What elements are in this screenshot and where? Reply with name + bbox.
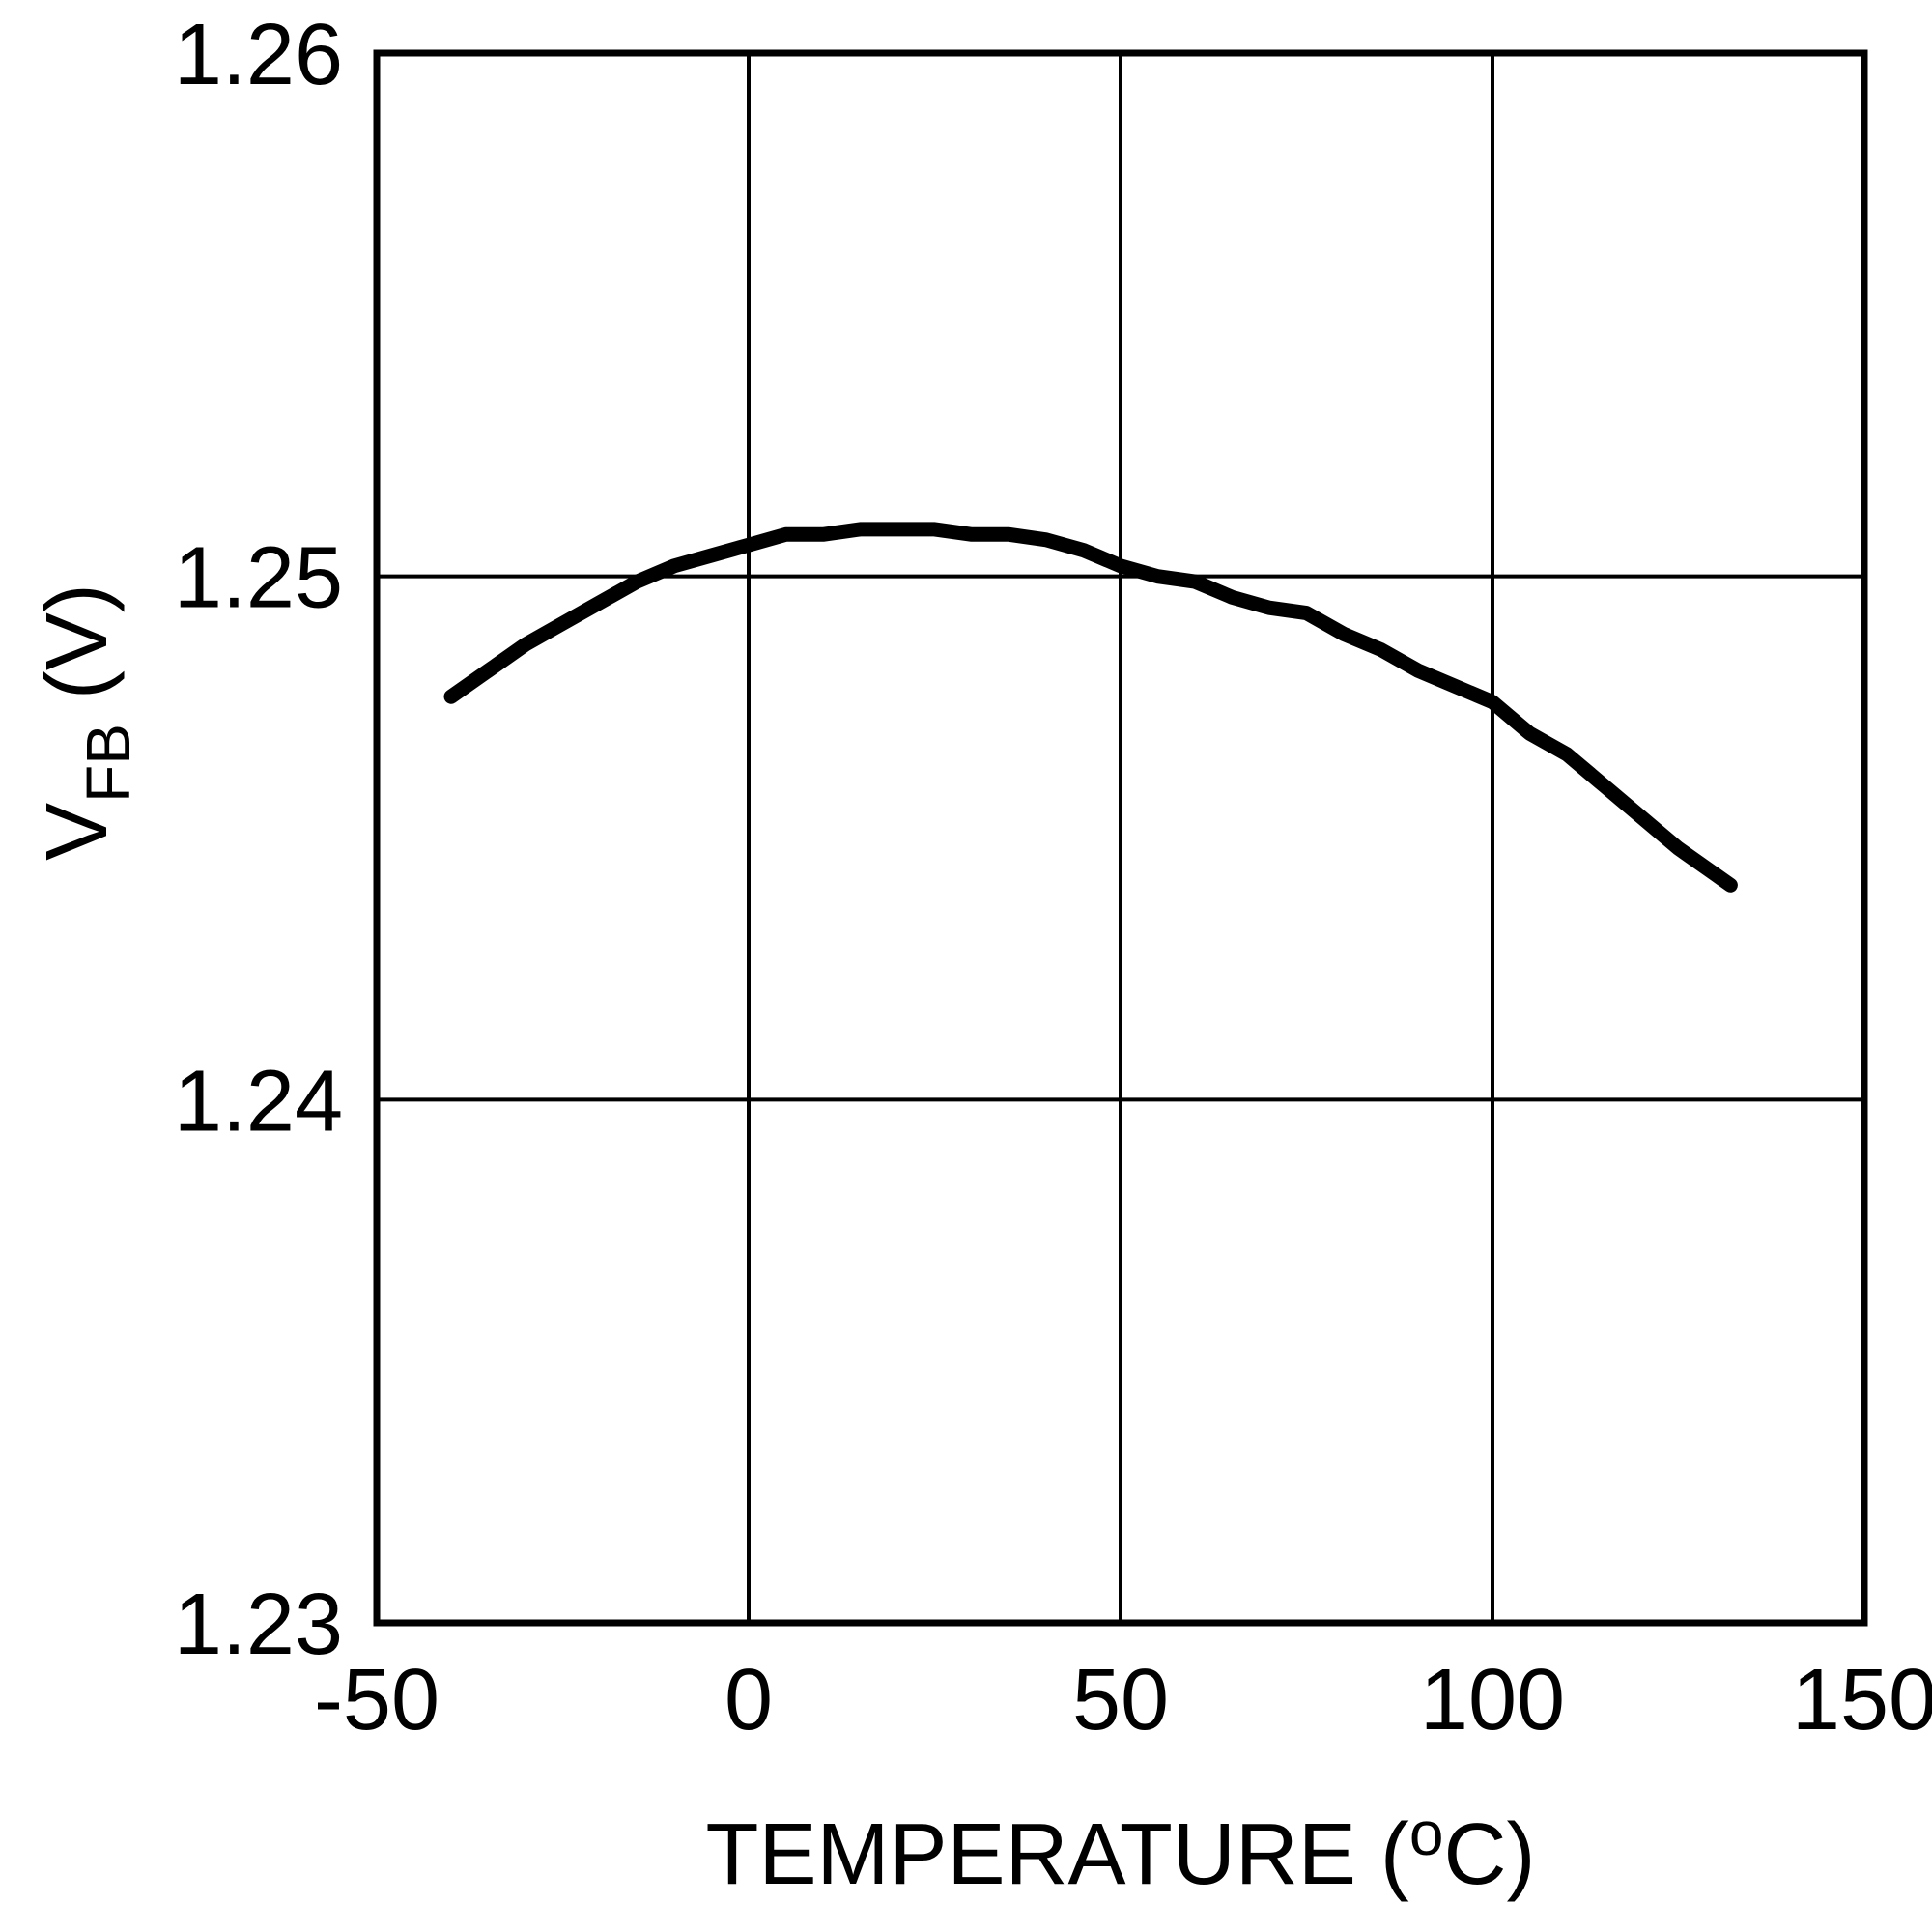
- plot-border: [373, 49, 1868, 1627]
- x-tick-label: 150: [1792, 1652, 1932, 1748]
- x-axis-title: TEMPERATURE (oC): [706, 1799, 1536, 1903]
- data-series-line: [443, 522, 1738, 893]
- x-tick-label: 50: [1072, 1652, 1169, 1748]
- y-tick-label: 1.24: [174, 1053, 343, 1150]
- y-tick-label: 1.26: [174, 7, 343, 103]
- x-tick-label: -50: [314, 1652, 440, 1748]
- y-tick-label: 1.25: [174, 530, 343, 627]
- y-axis-title: VFB (V): [29, 583, 143, 861]
- x-tick-label: 100: [1420, 1652, 1565, 1748]
- x-tick-label: 0: [724, 1652, 773, 1748]
- y-tick-label: 1.23: [174, 1577, 343, 1673]
